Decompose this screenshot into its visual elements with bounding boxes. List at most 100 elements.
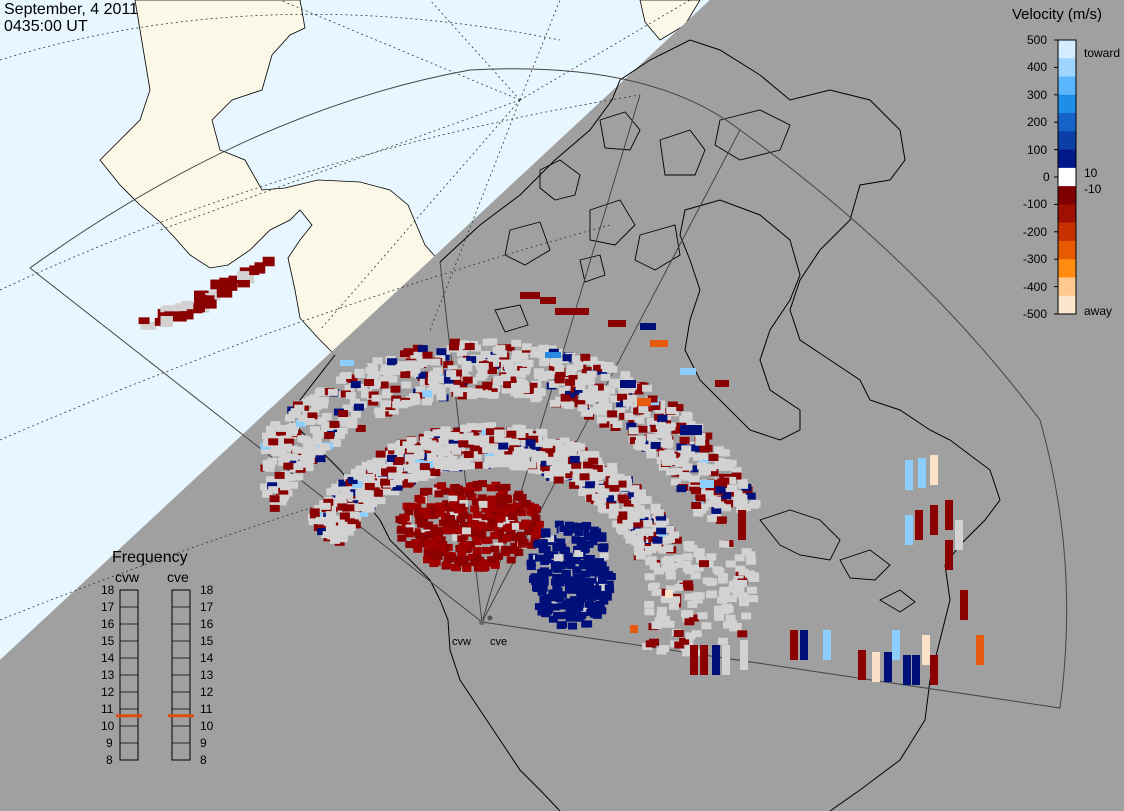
scatter-cell (405, 540, 415, 548)
scatter-cell (542, 464, 553, 472)
scatter-cell (627, 492, 638, 500)
scatter-cell (494, 515, 504, 523)
scatter-cell (515, 506, 525, 514)
scatter-cell (386, 454, 397, 462)
scatter-cell (581, 620, 591, 628)
radar-scatter (138, 256, 984, 685)
scatter-cell (691, 501, 702, 509)
scatter-cell (695, 432, 706, 440)
scatter-cell (491, 500, 501, 508)
frequency-tick-right: 10 (200, 719, 214, 733)
scatter-cell (502, 460, 513, 468)
scatter-cell (495, 484, 505, 492)
scatter-cell (604, 584, 614, 592)
scatter-cell (302, 398, 313, 406)
scatter-cell (673, 404, 684, 412)
scatter-cell (407, 475, 418, 483)
scatter-cell (490, 532, 500, 540)
scatter-cell (667, 562, 678, 570)
scatter-cell (484, 441, 495, 449)
scatter-cell (431, 534, 441, 542)
scatter-cell (599, 505, 610, 513)
scatter-cell (338, 410, 349, 418)
scatter-cell (557, 574, 567, 582)
colorbar-segment (1058, 186, 1076, 205)
scatter-cell (435, 509, 445, 517)
scatter-cell (713, 501, 724, 509)
scatter-cell (467, 553, 477, 561)
scatter-cell (375, 411, 386, 419)
colorbar-inner-tick-neg: -10 (1084, 182, 1102, 196)
scatter-cell (562, 354, 573, 362)
scatter-cell (521, 519, 531, 527)
scatter-cell (401, 381, 412, 389)
scatter-cell (511, 522, 521, 530)
scatter-cell (596, 390, 607, 398)
scatter-cell (487, 506, 497, 514)
scatter-cell (515, 430, 526, 438)
frequency-tick-left: 15 (101, 634, 115, 648)
scatter-cell (392, 483, 403, 491)
scatter-cell (456, 515, 466, 523)
colorbar-tick-label: 100 (1027, 142, 1048, 157)
colorbar-tick-label: -300 (1023, 252, 1048, 267)
scatter-cell (538, 453, 549, 461)
scatter-cell (309, 508, 320, 516)
scatter-cell (268, 438, 279, 446)
scatter-cell (302, 442, 313, 450)
scatter-cell (554, 376, 565, 384)
scatter-cell (565, 378, 576, 386)
scatter-cell (532, 526, 542, 534)
scatter-cell (598, 583, 608, 591)
scatter-cell (675, 459, 686, 467)
scatter-cell (364, 379, 375, 387)
scatter-cell (530, 531, 540, 539)
scatter-cell (585, 554, 595, 562)
scatter-cell (322, 531, 333, 539)
scatter-cell (354, 504, 365, 512)
scatter-cell (389, 488, 400, 496)
frequency-tick-left: 10 (101, 719, 115, 733)
scatter-cell (355, 465, 366, 473)
scatter-cell (430, 469, 441, 477)
scatter-cell (296, 456, 307, 464)
scatter-cell (432, 367, 443, 375)
scatter-cell (823, 630, 831, 660)
scatter-cell (449, 443, 460, 451)
scatter-cell (976, 635, 984, 665)
scatter-cell (573, 522, 583, 530)
scatter-cell (577, 535, 587, 543)
scatter-cell (262, 256, 275, 267)
scatter-cell (317, 398, 328, 406)
scatter-cell (406, 502, 416, 510)
scatter-cell (711, 496, 722, 504)
scatter-cell (282, 443, 293, 451)
scatter-cell (423, 431, 434, 439)
scatter-cell (366, 459, 377, 467)
scatter-cell (456, 463, 467, 471)
scatter-cell (667, 401, 678, 409)
scatter-cell (463, 450, 474, 458)
scatter-cell (542, 597, 552, 605)
scatter-cell (555, 612, 565, 620)
scatter-cell (587, 601, 597, 609)
scatter-cell (434, 463, 445, 471)
scatter-cell (661, 564, 672, 572)
scatter-cell (553, 554, 563, 562)
scatter-cell (390, 385, 401, 393)
scatter-cell (325, 523, 336, 531)
scatter-cell (499, 451, 510, 459)
scatter-cell (514, 533, 524, 541)
scatter-cell (719, 586, 730, 594)
scatter-cell (633, 490, 644, 498)
scatter-cell (578, 559, 588, 567)
scatter-cell (279, 480, 290, 488)
scatter-cell (338, 517, 349, 525)
scatter-cell (635, 552, 646, 560)
scatter-cell (586, 494, 597, 502)
scatter-cell (592, 585, 602, 593)
scatter-cell (270, 445, 281, 453)
scatter-cell (606, 495, 617, 503)
scatter-cell (634, 440, 645, 448)
colorbar-segment (1058, 58, 1076, 78)
